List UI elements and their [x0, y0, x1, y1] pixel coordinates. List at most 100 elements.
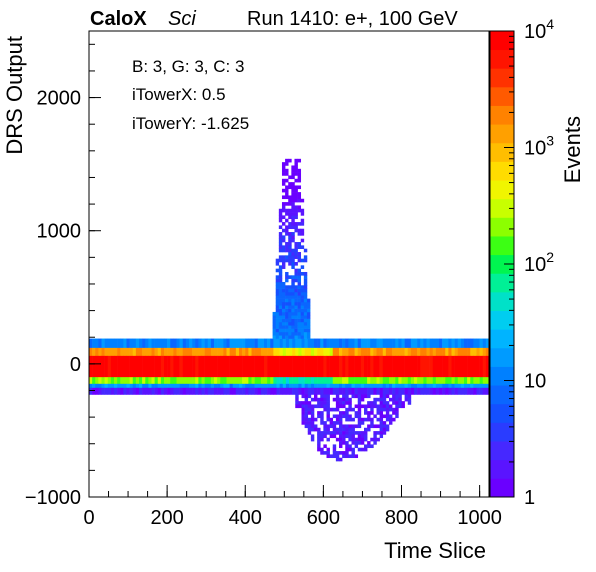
heatmap-cell — [297, 311, 302, 316]
heatmap-cell — [210, 347, 215, 357]
heatmap-cell — [264, 377, 268, 385]
heatmap-cell — [278, 288, 283, 293]
heatmap-cell — [297, 258, 302, 263]
heatmap-cell — [195, 387, 199, 395]
heatmap-cell — [294, 328, 298, 333]
heatmap-cell — [235, 347, 240, 357]
heatmap-cell — [314, 417, 318, 422]
heatmap-cell — [460, 338, 465, 349]
heatmap-cell — [142, 383, 146, 389]
heatmap-cell — [314, 355, 318, 378]
heatmap-cell — [291, 278, 295, 283]
heatmap-cell — [485, 347, 490, 357]
heatmap-cell — [117, 338, 121, 349]
heatmap-cell — [454, 377, 459, 385]
heatmap-cell — [291, 295, 295, 299]
heatmap-cell — [360, 431, 365, 435]
run-info-label: Run 1410: e+, 100 GeV — [247, 8, 458, 30]
heatmap-cell — [110, 347, 115, 357]
heatmap-cell — [260, 338, 265, 349]
heatmap-cell — [345, 401, 349, 405]
heatmap-cell — [182, 355, 187, 378]
heatmap-cell — [357, 447, 362, 452]
heatmap-cell — [291, 205, 295, 210]
heatmap-cell — [160, 383, 165, 389]
heatmap-cell — [301, 383, 305, 389]
heatmap-cell — [382, 355, 387, 378]
heatmap-cell — [272, 311, 277, 316]
heatmap-cell — [291, 185, 295, 190]
heatmap-cell — [323, 427, 327, 432]
heatmap-cell — [223, 347, 227, 357]
heatmap-cell — [101, 338, 105, 349]
heatmap-cell — [426, 338, 430, 349]
heatmap-cell — [326, 387, 330, 395]
heatmap-cell — [254, 338, 259, 349]
heatmap-cell — [285, 315, 289, 319]
heatmap-cell — [173, 338, 177, 349]
heatmap-cell — [314, 427, 318, 432]
heatmap-cell — [278, 268, 283, 273]
heatmap-cell — [323, 434, 327, 439]
heatmap-cell — [220, 347, 224, 357]
heatmap-cell — [360, 404, 365, 409]
heatmap-cell — [285, 232, 289, 236]
heatmap-cell — [275, 328, 280, 333]
heatmap-cell — [285, 338, 290, 349]
heatmap-cell — [367, 414, 371, 419]
z-tick-label: 102 — [524, 249, 554, 276]
heatmap-cell — [354, 338, 359, 349]
heatmap-cell — [392, 411, 396, 415]
heatmap-cell — [278, 225, 283, 230]
heatmap-cell — [303, 271, 308, 276]
heatmap-cell — [339, 414, 343, 419]
heatmap-cell — [257, 377, 262, 385]
heatmap-cell — [294, 205, 298, 210]
heatmap-cell — [257, 383, 262, 389]
heatmap-cell — [314, 338, 318, 349]
heatmap-cell — [379, 355, 384, 378]
heatmap-cell — [235, 377, 240, 385]
heatmap-cell — [310, 411, 315, 415]
heatmap-cell — [185, 387, 190, 395]
heatmap-cell — [192, 338, 196, 349]
heatmap-cell — [295, 338, 299, 349]
heatmap-cell — [232, 338, 237, 349]
heatmap-cell — [114, 338, 118, 349]
heatmap-cell — [301, 338, 305, 349]
heatmap-cell — [285, 321, 289, 326]
heatmap-cell — [101, 383, 105, 389]
heatmap-cell — [303, 318, 308, 323]
heatmap-cell — [294, 158, 298, 163]
heatmap-cell — [226, 383, 230, 389]
heatmap-cell — [242, 383, 246, 389]
heatmap-cell — [306, 305, 311, 309]
heatmap-cell — [304, 417, 309, 422]
heatmap-cell — [303, 315, 308, 319]
heatmap-cell — [297, 205, 302, 210]
heatmap-cell — [297, 185, 302, 190]
heatmap-cell — [285, 308, 289, 313]
heatmap-cell — [164, 383, 168, 389]
heatmap-cell — [370, 437, 374, 442]
heatmap-cell — [354, 347, 359, 357]
heatmap-cell — [294, 188, 298, 193]
heatmap-cell — [291, 175, 295, 180]
heatmap-cell — [300, 228, 305, 233]
heatmap-cell — [329, 347, 334, 357]
heatmap-cell — [407, 338, 412, 349]
heatmap-cell — [320, 404, 324, 409]
heatmap-cell — [142, 387, 146, 395]
heatmap-cell — [454, 338, 459, 349]
heatmap-cell — [260, 383, 265, 389]
heatmap-cell — [189, 355, 193, 378]
heatmap-cell — [189, 347, 193, 357]
heatmap-cell — [304, 401, 309, 405]
heatmap-cell — [285, 172, 289, 176]
heatmap-cell — [195, 377, 199, 385]
heatmap-cell — [281, 262, 286, 266]
heatmap-cell — [348, 347, 352, 357]
heatmap-cell — [445, 338, 449, 349]
heatmap-cell — [317, 377, 321, 385]
heatmap-cell — [288, 208, 292, 213]
